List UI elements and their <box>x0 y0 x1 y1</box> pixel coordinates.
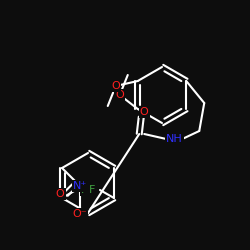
Text: O: O <box>140 107 148 117</box>
Text: NH: NH <box>166 134 182 144</box>
Text: O⁻: O⁻ <box>73 209 87 219</box>
Text: O: O <box>116 90 124 100</box>
Text: O: O <box>112 81 120 91</box>
Text: F: F <box>81 185 87 195</box>
Text: N⁺: N⁺ <box>73 181 87 191</box>
Text: F: F <box>89 185 95 195</box>
Text: O: O <box>56 189 64 199</box>
